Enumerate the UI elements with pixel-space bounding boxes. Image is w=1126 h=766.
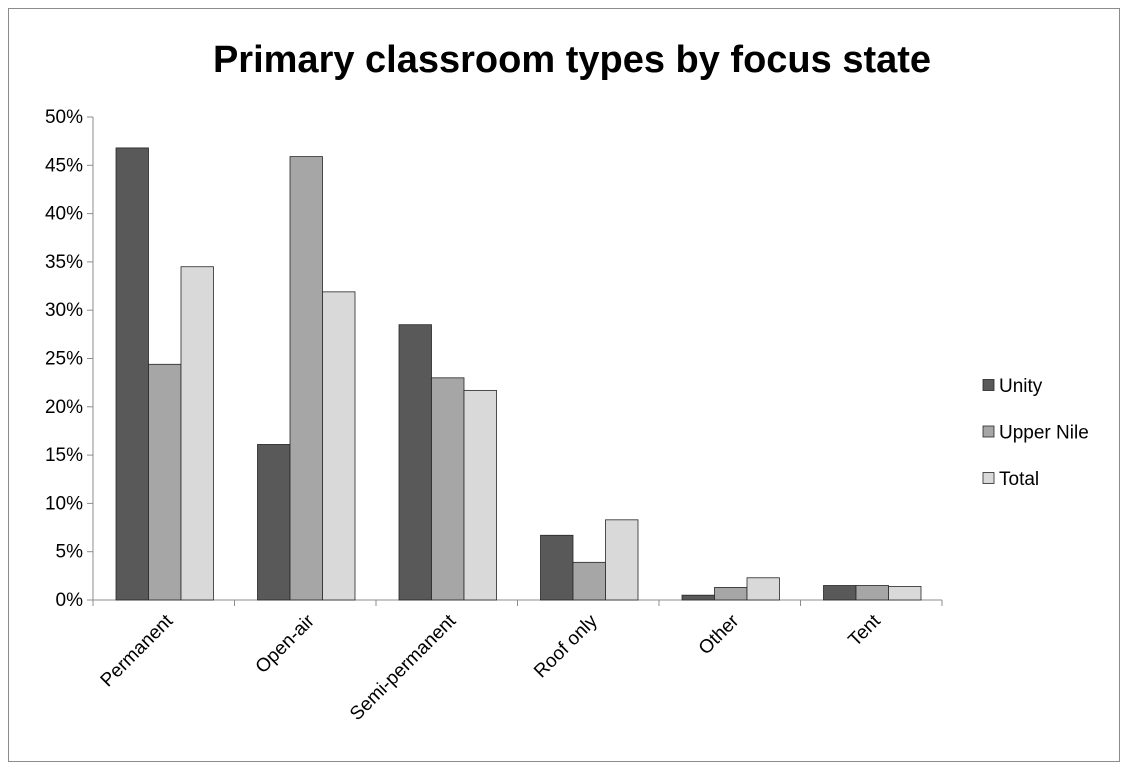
x-axis: Permanent Open-air Semi-permanent Roof only… — [92, 599, 943, 725]
bar-total — [888, 586, 922, 601]
bar-unity — [681, 594, 715, 601]
bar-upper-nile — [855, 585, 889, 601]
legend-label: Unity — [999, 376, 1043, 397]
y-tick-label: 20% — [45, 397, 83, 418]
legend-swatch — [982, 379, 995, 391]
legend: Unity Upper Nile Total — [982, 376, 1089, 490]
legend-label: Total — [999, 469, 1039, 490]
bar-total — [605, 519, 639, 601]
bar-total — [322, 291, 356, 601]
bar-total — [463, 389, 497, 601]
y-tick-label: 35% — [45, 252, 83, 273]
y-tick-label: 40% — [45, 204, 83, 225]
legend-swatch — [982, 472, 995, 484]
bar-unity — [398, 324, 432, 601]
y-tick-label: 50% — [45, 107, 83, 128]
bars — [115, 147, 922, 601]
bar-total — [180, 266, 214, 601]
bar-upper-nile — [572, 561, 606, 601]
bar-upper-nile — [714, 587, 748, 601]
bar-total — [746, 577, 780, 601]
x-tick-label: Roof only — [530, 610, 602, 682]
legend-label: Upper Nile — [999, 423, 1089, 444]
x-tick-label: Other — [695, 610, 744, 659]
y-axis: 0% 5% 10% 15% 20% 25% 30% 35% 40% 45% 50% — [45, 107, 94, 611]
bar-upper-nile — [431, 377, 465, 601]
y-tick-label: 15% — [45, 445, 83, 466]
y-tick-label: 45% — [45, 155, 83, 176]
bar-unity — [540, 534, 574, 601]
bar-upper-nile — [148, 363, 182, 601]
bar-unity — [823, 585, 857, 601]
x-tick-label: Tent — [845, 610, 886, 651]
y-tick-label: 25% — [45, 349, 83, 370]
bar-upper-nile — [289, 156, 323, 601]
y-tick-label: 0% — [56, 590, 84, 611]
x-tick-label: Open-air — [252, 610, 320, 678]
y-tick-label: 5% — [56, 542, 84, 563]
chart-title: Primary classroom types by focus state — [213, 39, 931, 81]
x-tick-label: Semi-permanent — [346, 610, 461, 725]
x-tick-label: Permanent — [97, 610, 178, 691]
bar-unity — [257, 444, 291, 601]
bar-unity — [115, 147, 149, 601]
legend-swatch — [982, 425, 995, 438]
y-tick-label: 10% — [45, 493, 83, 514]
y-tick-label: 30% — [45, 300, 83, 321]
